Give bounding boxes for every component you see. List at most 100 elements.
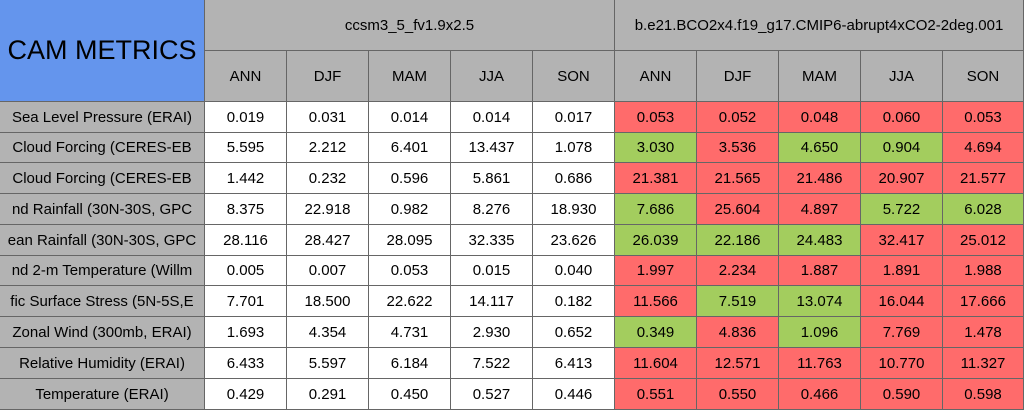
metric-value-cell: 5.597 <box>287 348 369 379</box>
metric-value-cell-better: 1.096 <box>779 317 861 348</box>
metric-value-cell: 22.918 <box>287 194 369 225</box>
metric-value-cell-better: 22.186 <box>697 225 779 256</box>
metric-value-cell-worse: 11.763 <box>779 348 861 379</box>
metric-value-cell: 14.117 <box>451 286 533 317</box>
metric-value-cell-worse: 1.997 <box>615 256 697 286</box>
metric-value-cell-worse: 0.048 <box>779 102 861 133</box>
metric-value-cell: 28.427 <box>287 225 369 256</box>
metric-value-cell-worse: 25.012 <box>943 225 1024 256</box>
metric-value-cell-worse: 1.887 <box>779 256 861 286</box>
metric-value-cell: 0.232 <box>287 163 369 194</box>
metric-value-cell: 1.078 <box>533 133 615 163</box>
metric-value-cell-worse: 17.666 <box>943 286 1024 317</box>
metric-value-cell: 0.031 <box>287 102 369 133</box>
metric-value-cell-better: 6.028 <box>943 194 1024 225</box>
metric-value-cell-worse: 25.604 <box>697 194 779 225</box>
metric-value-cell-worse: 0.053 <box>943 102 1024 133</box>
season-header: DJF <box>287 51 369 102</box>
metric-value-cell: 28.095 <box>369 225 451 256</box>
metric-value-cell: 0.596 <box>369 163 451 194</box>
season-header: MAM <box>779 51 861 102</box>
metric-value-cell: 6.433 <box>205 348 287 379</box>
metric-value-cell: 23.626 <box>533 225 615 256</box>
metric-value-cell: 0.040 <box>533 256 615 286</box>
metric-value-cell-better: 0.349 <box>615 317 697 348</box>
metric-value-cell: 5.595 <box>205 133 287 163</box>
metric-value-cell-better: 7.519 <box>697 286 779 317</box>
metric-value-cell-worse: 11.604 <box>615 348 697 379</box>
metric-value-cell: 0.014 <box>451 102 533 133</box>
metric-value-cell-worse: 11.566 <box>615 286 697 317</box>
metric-value-cell: 6.401 <box>369 133 451 163</box>
row-label: nd 2-m Temperature (Willm <box>0 256 205 286</box>
row-label: ean Rainfall (30N-30S, GPC <box>0 225 205 256</box>
metric-value-cell-worse: 4.694 <box>943 133 1024 163</box>
metric-value-cell-worse: 20.907 <box>861 163 943 194</box>
season-header: ANN <box>615 51 697 102</box>
metric-value-cell: 0.015 <box>451 256 533 286</box>
metric-value-cell: 1.442 <box>205 163 287 194</box>
group-header-2: b.e21.BCO2x4.f19_g17.CMIP6-abrupt4xCO2-2… <box>615 0 1024 51</box>
metric-value-cell-better: 5.722 <box>861 194 943 225</box>
row-label: Cloud Forcing (CERES-EB <box>0 133 205 163</box>
metric-value-cell: 18.930 <box>533 194 615 225</box>
metric-value-cell: 0.446 <box>533 379 615 410</box>
metric-value-cell-worse: 0.551 <box>615 379 697 410</box>
metric-value-cell-worse: 12.571 <box>697 348 779 379</box>
metric-value-cell-worse: 11.327 <box>943 348 1024 379</box>
metric-value-cell: 0.652 <box>533 317 615 348</box>
metric-value-cell-better: 26.039 <box>615 225 697 256</box>
metric-value-cell: 0.014 <box>369 102 451 133</box>
metric-value-cell: 0.429 <box>205 379 287 410</box>
table-title: CAM METRICS <box>0 0 205 102</box>
metric-value-cell-worse: 16.044 <box>861 286 943 317</box>
metric-value-cell: 13.437 <box>451 133 533 163</box>
metric-value-cell-worse: 2.234 <box>697 256 779 286</box>
metric-value-cell-worse: 0.052 <box>697 102 779 133</box>
metric-value-cell: 0.182 <box>533 286 615 317</box>
metric-value-cell: 0.053 <box>369 256 451 286</box>
metric-value-cell: 0.527 <box>451 379 533 410</box>
metric-value-cell: 22.622 <box>369 286 451 317</box>
metric-value-cell: 32.335 <box>451 225 533 256</box>
metric-value-cell: 0.686 <box>533 163 615 194</box>
metric-value-cell-worse: 10.770 <box>861 348 943 379</box>
metric-value-cell-worse: 1.988 <box>943 256 1024 286</box>
metric-value-cell: 7.701 <box>205 286 287 317</box>
metric-value-cell: 2.212 <box>287 133 369 163</box>
metric-value-cell-worse: 21.486 <box>779 163 861 194</box>
season-header: ANN <box>205 51 287 102</box>
metric-value-cell-worse: 0.466 <box>779 379 861 410</box>
metric-value-cell-worse: 1.891 <box>861 256 943 286</box>
metric-value-cell: 4.731 <box>369 317 451 348</box>
metric-value-cell: 6.184 <box>369 348 451 379</box>
season-header: SON <box>533 51 615 102</box>
metric-value-cell: 0.005 <box>205 256 287 286</box>
row-label: fic Surface Stress (5N-5S,E <box>0 286 205 317</box>
metric-value-cell: 0.007 <box>287 256 369 286</box>
season-header: JJA <box>861 51 943 102</box>
row-label: Cloud Forcing (CERES-EB <box>0 163 205 194</box>
row-label: nd Rainfall (30N-30S, GPC <box>0 194 205 225</box>
season-header: MAM <box>369 51 451 102</box>
metric-value-cell: 28.116 <box>205 225 287 256</box>
row-label: Temperature (ERAI) <box>0 379 205 410</box>
season-header: SON <box>943 51 1024 102</box>
metric-value-cell: 0.017 <box>533 102 615 133</box>
metric-value-cell: 8.276 <box>451 194 533 225</box>
metric-value-cell-worse: 3.536 <box>697 133 779 163</box>
metric-value-cell: 18.500 <box>287 286 369 317</box>
season-header: JJA <box>451 51 533 102</box>
metric-value-cell-better: 7.686 <box>615 194 697 225</box>
metric-value-cell: 0.019 <box>205 102 287 133</box>
metric-value-cell: 2.930 <box>451 317 533 348</box>
metric-value-cell-worse: 21.565 <box>697 163 779 194</box>
metric-value-cell-worse: 21.577 <box>943 163 1024 194</box>
metric-value-cell: 0.291 <box>287 379 369 410</box>
metric-value-cell-better: 4.650 <box>779 133 861 163</box>
metric-value-cell-worse: 0.060 <box>861 102 943 133</box>
row-label: Zonal Wind (300mb, ERAI) <box>0 317 205 348</box>
metric-value-cell-better: 24.483 <box>779 225 861 256</box>
metric-value-cell-worse: 21.381 <box>615 163 697 194</box>
